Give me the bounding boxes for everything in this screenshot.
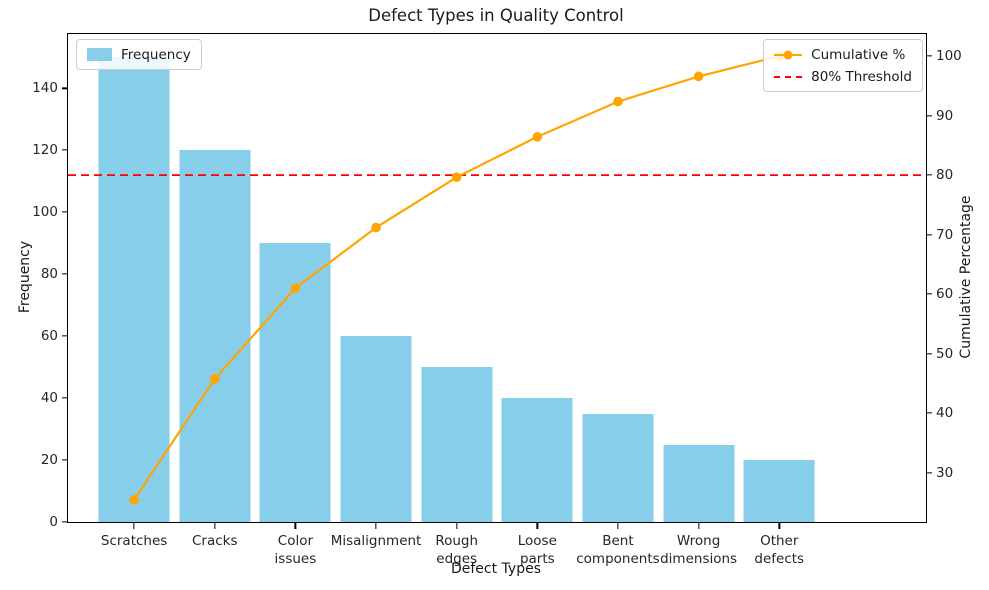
y-left-tick-label: 0 — [49, 514, 58, 530]
bar-other-defects — [743, 460, 815, 522]
y-left-tick-label: 20 — [40, 452, 58, 469]
y-axis-label-left: Frequency — [17, 240, 33, 314]
x-axis-label: Defect Types — [450, 561, 542, 577]
x-tick-mark — [617, 523, 619, 529]
legend-entry-threshold: 80% Threshold — [774, 67, 912, 86]
cumulative-marker-4 — [451, 172, 462, 182]
y-right-tick-mark — [926, 352, 932, 355]
x-tick-mark — [456, 523, 458, 529]
y-right-tick-label: 30 — [936, 464, 954, 481]
y-right-tick-mark — [926, 233, 932, 236]
y-left-tick-label: 120 — [32, 142, 58, 159]
y-right-tick-mark — [926, 174, 932, 176]
bar-color-issues — [259, 243, 331, 522]
cumulative-marker-6 — [613, 96, 623, 107]
cumulative-marker-3 — [371, 222, 381, 233]
x-tick-mark — [778, 523, 780, 529]
y-right-tick-mark — [926, 412, 932, 414]
y-right-tick-mark — [926, 55, 932, 57]
y-left-tick-mark — [62, 335, 68, 337]
y-right-tick-label: 70 — [936, 226, 954, 243]
x-tick-label: Color issues — [274, 533, 317, 568]
x-tick-label: Wrong dimensions — [660, 533, 738, 568]
bar-rough-edges — [421, 367, 493, 522]
y-left-tick-label: 80 — [40, 266, 58, 283]
y-left-tick-mark — [62, 273, 68, 275]
bar-misalignment — [340, 336, 412, 522]
bar-wrong-dimensions — [663, 444, 735, 522]
y-left-tick-label: 100 — [32, 204, 58, 221]
y-right-tick-mark — [926, 115, 932, 117]
chart-title: Defect Types in Quality Control — [368, 6, 624, 25]
x-tick-label: Rough edges — [435, 533, 479, 568]
frequency-swatch — [87, 48, 112, 61]
legend-entry-frequency: Frequency — [87, 45, 191, 64]
x-tick-label: Scratches — [100, 533, 168, 549]
cumulative-marker-5 — [532, 132, 543, 142]
y-left-tick-mark — [62, 397, 68, 399]
y-left-tick-mark — [62, 459, 68, 461]
x-tick-mark — [294, 523, 297, 529]
y-right-tick-label: 80 — [936, 167, 954, 184]
y-left-tick-mark — [62, 149, 68, 151]
y-axis-label-right: Cumulative Percentage — [958, 195, 974, 359]
x-tick-mark — [697, 523, 700, 529]
threshold-line-swatch — [774, 75, 803, 78]
legend-label-frequency: Frequency — [121, 46, 191, 63]
x-tick-label: Loose parts — [517, 533, 557, 568]
y-right-tick-label: 60 — [936, 286, 954, 303]
x-tick-mark — [214, 523, 216, 529]
y-right-tick-label: 40 — [936, 405, 954, 422]
x-tick-mark — [536, 523, 538, 529]
x-tick-label: Other defects — [754, 533, 805, 568]
y-right-tick-mark — [926, 471, 932, 474]
x-tick-label: Bent components — [576, 533, 660, 568]
x-tick-label: Cracks — [191, 533, 238, 549]
cumulative-marker-7 — [693, 71, 704, 82]
x-tick-label: Misalignment — [330, 533, 422, 549]
bar-cracks — [179, 150, 251, 522]
legend-entry-cumulative: Cumulative % — [774, 45, 912, 64]
x-tick-mark — [133, 523, 135, 529]
legend-frequency: Frequency — [76, 39, 202, 70]
plot-area: 0 20 40 60 80 100 120 140 30 40 50 60 70 80 90 100 Scrat… — [32, 33, 962, 567]
legend-cumulative: Cumulative % 80% Threshold — [763, 39, 923, 92]
y-left-tick-mark — [62, 211, 68, 213]
bar-scratches — [98, 57, 170, 522]
y-right-tick-label: 100 — [936, 48, 962, 65]
bar-bent-components — [582, 413, 654, 522]
cumulative-line-swatch — [774, 50, 803, 60]
y-right-tick-label: 90 — [936, 107, 954, 124]
y-left-tick-label: 140 — [32, 80, 58, 97]
legend-label-threshold: 80% Threshold — [811, 68, 912, 85]
y-right-tick-mark — [926, 293, 932, 295]
y-left-tick-label: 40 — [40, 390, 58, 407]
x-tick-mark — [375, 523, 377, 529]
y-left-tick-mark — [62, 521, 68, 523]
y-left-tick-label: 60 — [40, 328, 58, 345]
legend-label-cumulative: Cumulative % — [811, 46, 906, 63]
y-left-tick-mark — [62, 87, 68, 89]
y-right-tick-label: 50 — [936, 345, 954, 362]
bar-loose-parts — [501, 398, 573, 522]
